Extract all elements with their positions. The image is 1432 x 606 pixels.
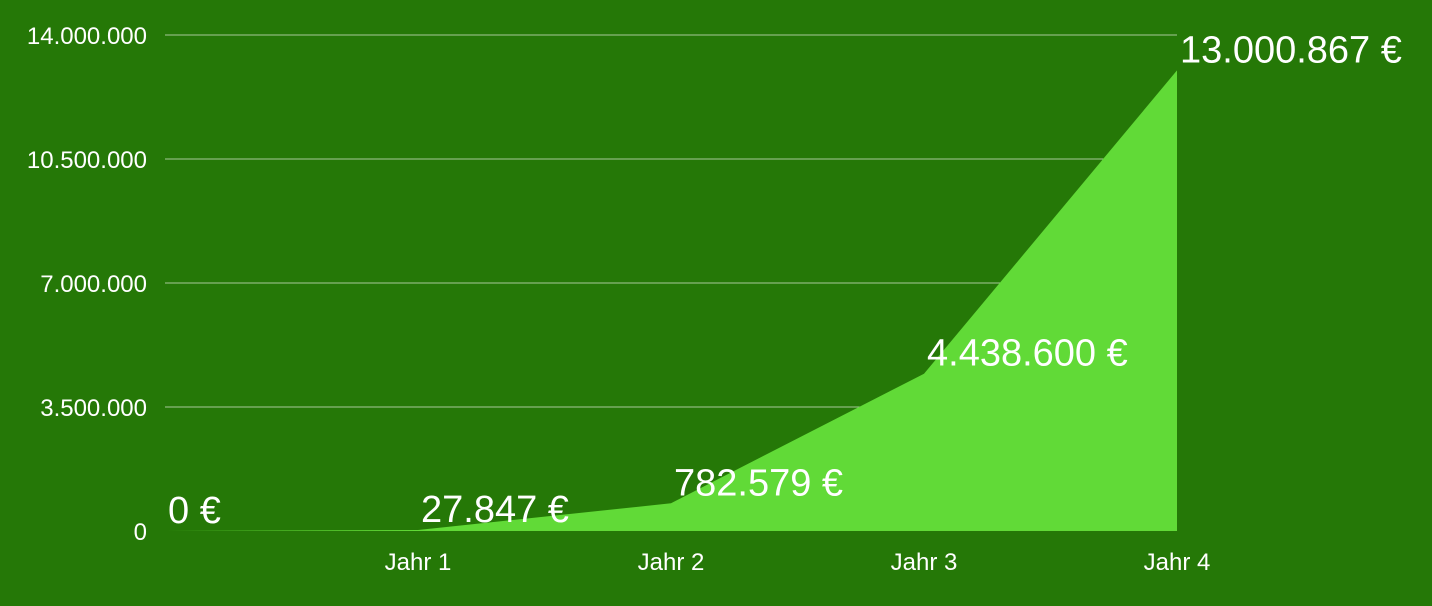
area-series — [165, 70, 1177, 531]
data-label-4: 13.000.867 € — [1180, 29, 1402, 71]
data-label-1: 27.847 € — [421, 489, 569, 531]
y-tick-label-2: 7.000.000 — [40, 271, 147, 298]
y-tick-label-1: 3.500.000 — [40, 395, 147, 422]
data-labels: 0 € 27.847 € 782.579 € 4.438.600 € 13.000.86… — [168, 29, 1402, 532]
y-tick-label-4: 14.000.000 — [27, 23, 147, 50]
data-label-3: 4.438.600 € — [927, 333, 1128, 375]
x-tick-label-3: Jahr 3 — [891, 549, 958, 576]
x-tick-label-1: Jahr 1 — [385, 549, 452, 576]
y-tick-label-0: 0 — [134, 519, 147, 546]
area-fill — [165, 70, 1177, 531]
y-tick-label-3: 10.500.000 — [27, 147, 147, 174]
data-label-2: 782.579 € — [674, 462, 843, 504]
y-axis-ticks: 0 3.500.000 7.000.000 10.500.000 14.000.000 — [27, 23, 147, 546]
x-axis-ticks: Jahr 1 Jahr 2 Jahr 3 Jahr 4 — [385, 549, 1211, 576]
x-tick-label-2: Jahr 2 — [638, 549, 705, 576]
data-label-0: 0 € — [168, 490, 221, 532]
x-tick-label-4: Jahr 4 — [1144, 549, 1211, 576]
